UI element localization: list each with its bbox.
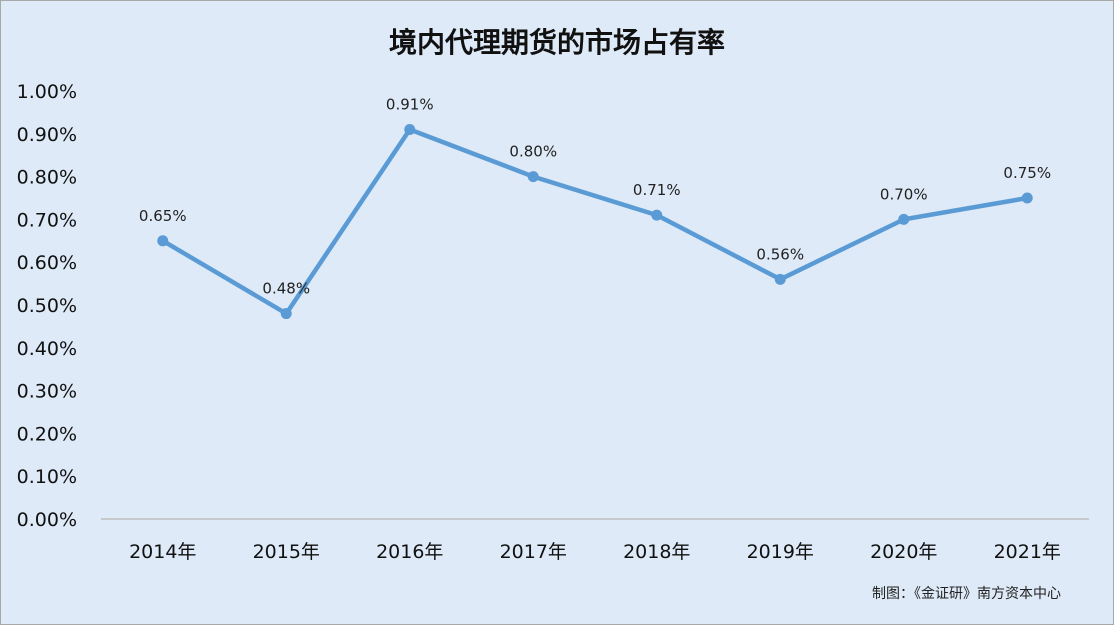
data-point: [898, 213, 910, 225]
series-line: [160, 127, 1030, 316]
chart-title: 境内代理期货的市场占有率: [388, 26, 725, 59]
data-label: 0.91%: [386, 96, 434, 114]
x-category-label: 2016年: [376, 541, 443, 563]
y-tick-label: 0.40%: [17, 338, 77, 360]
y-tick-label: 0.70%: [17, 209, 77, 231]
data-point: [651, 209, 663, 221]
data-label: 0.70%: [880, 185, 928, 203]
y-tick-label: 0.50%: [17, 295, 77, 317]
data-labels: 0.65% 0.48% 0.91% 0.80% 0.71% 0.56% 0.70% 0.75%: [139, 96, 1051, 298]
data-label: 0.80%: [509, 143, 557, 161]
data-point: [774, 273, 786, 285]
data-point: [157, 235, 169, 247]
data-point: [280, 308, 292, 320]
y-tick-label: 0.90%: [17, 124, 77, 146]
x-category-label: 2018年: [623, 541, 690, 563]
x-category-label: 2014年: [129, 541, 196, 563]
y-tick-label: 0.10%: [17, 466, 77, 488]
data-label: 0.56%: [756, 245, 804, 263]
x-axis-category-labels: 2014年 2015年 2016年 2017年 2018年 2019年 2020年 2021年: [129, 541, 1061, 563]
source-note: 制图：《金证研》南方资本中心: [872, 586, 1061, 602]
y-axis-tick-labels: 0.00% 0.10% 0.20% 0.30% 0.40% 0.50% 0.60% 0.70%…: [17, 81, 77, 531]
x-category-label: 2019年: [747, 541, 814, 563]
y-tick-label: 0.00%: [17, 509, 77, 531]
data-point: [404, 124, 416, 136]
data-label: 0.65%: [139, 207, 187, 225]
y-tick-label: 0.80%: [17, 167, 77, 189]
data-label: 0.75%: [1003, 164, 1051, 182]
y-tick-label: 0.20%: [17, 423, 77, 445]
data-point: [1021, 192, 1033, 204]
x-category-label: 2020年: [870, 541, 937, 563]
x-category-label: 2015年: [253, 541, 320, 563]
series-markers: [157, 124, 1033, 320]
data-point: [527, 171, 539, 183]
x-category-label: 2017年: [500, 541, 567, 563]
y-tick-label: 0.30%: [17, 381, 77, 403]
data-label: 0.71%: [633, 181, 681, 199]
y-tick-label: 0.60%: [17, 252, 77, 274]
y-tick-label: 1.00%: [17, 81, 77, 103]
data-label: 0.48%: [262, 280, 310, 298]
x-category-label: 2021年: [994, 541, 1061, 563]
